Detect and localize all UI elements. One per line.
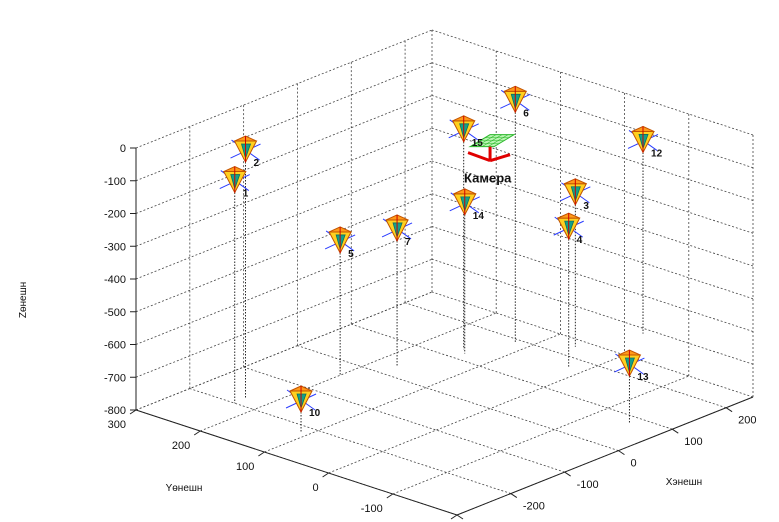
gridline-floor-x <box>404 302 727 409</box>
point-label: 3 <box>583 201 589 212</box>
z-tick-label: -400 <box>104 274 126 286</box>
point-label: 12 <box>651 148 663 159</box>
point-label: 1 <box>243 189 249 200</box>
calibration-marker: 1 <box>219 165 250 200</box>
z-tick-label: -100 <box>104 176 126 188</box>
point-label: 5 <box>348 249 354 260</box>
gridline-wall-xz <box>135 258 433 378</box>
point-label: 10 <box>309 408 321 419</box>
gridline-wall-yz <box>431 258 754 365</box>
x-tick-label: 0 <box>630 458 636 470</box>
gridline-floor-x <box>243 366 565 473</box>
camera: Камера <box>464 134 516 186</box>
point-label: 2 <box>254 158 260 169</box>
z-tick-label: -200 <box>104 209 126 221</box>
camera-plane-grid <box>487 134 509 147</box>
z-tick-label: -500 <box>104 307 126 319</box>
point-label: 6 <box>523 108 529 119</box>
y-tick <box>193 430 201 436</box>
point-label: 15 <box>472 138 484 149</box>
gridline-wall-xz <box>135 291 433 411</box>
point-label: 4 <box>577 235 583 246</box>
camera-axis-y <box>489 153 511 163</box>
x-tick <box>564 471 571 477</box>
z-tick-label: -300 <box>104 241 126 253</box>
x-tick <box>510 493 518 498</box>
x-tick-label: 100 <box>684 436 702 448</box>
gridline-wall-xz <box>135 127 433 247</box>
y-tick-label: -100 <box>361 503 383 515</box>
calibration-marker: 5 <box>324 226 356 260</box>
calibration-marker: 6 <box>500 85 531 119</box>
gridline-floor-y <box>392 375 689 495</box>
y-tick-label: 300 <box>108 419 126 431</box>
calibration-marker: 14 <box>449 188 485 222</box>
gridline-floor-y <box>328 354 625 474</box>
x-axis-line <box>456 396 754 516</box>
y-tick-label: 100 <box>236 461 254 473</box>
y-tick <box>258 451 265 457</box>
x-tick-label: -100 <box>577 479 599 491</box>
gridline-floor-x <box>189 388 511 494</box>
y-tick <box>129 409 137 415</box>
y-tick <box>386 493 394 499</box>
camera-plane-grid <box>481 134 503 147</box>
gridline-wall-xz <box>135 193 433 313</box>
gridline-wall-xz <box>135 226 433 345</box>
gridline-wall-yz <box>431 193 754 300</box>
grid <box>135 29 754 516</box>
gridline-floor-x <box>351 323 673 430</box>
y-tick <box>450 514 458 520</box>
calibration-marker: 13 <box>614 349 649 383</box>
x-tick <box>618 450 625 456</box>
calibration-marker: 4 <box>553 212 584 246</box>
gridline-wall-yz <box>431 160 754 267</box>
point-label: 14 <box>473 211 485 222</box>
camera-label: Камера <box>464 171 512 186</box>
y-axis-label: Yөнешн <box>166 483 203 494</box>
x-tick <box>456 514 464 520</box>
drop-lines <box>234 100 644 433</box>
x-axis-label: Хэнешн <box>666 477 702 488</box>
gridline-wall-yz <box>431 291 754 398</box>
gridline-floor-x <box>297 345 619 452</box>
z-tick-label: -600 <box>104 340 126 352</box>
y-axis-line <box>135 409 458 516</box>
point-label: 7 <box>405 237 411 248</box>
y-tick-label: 0 <box>312 482 318 494</box>
x-tick-label: 200 <box>738 415 756 427</box>
camera-icon: Камера <box>464 134 516 186</box>
camera-axis-x <box>467 151 491 163</box>
calibration-marker: 15 <box>448 115 484 149</box>
x-tick <box>725 407 733 413</box>
gridline-wall-xz <box>135 62 433 182</box>
point-label: 13 <box>637 372 649 383</box>
gridline-floor-y <box>200 312 497 432</box>
gridline-wall-yz <box>431 62 754 169</box>
calibration-marker: 12 <box>627 125 663 159</box>
y-tick-label: 200 <box>172 440 190 452</box>
calibration-marker: 2 <box>230 135 261 169</box>
z-axis-label: Zөнешн <box>18 282 29 318</box>
z-tick-label: 0 <box>120 143 126 155</box>
calibration-marker: 3 <box>560 178 591 212</box>
gridline-floor-y <box>264 333 561 453</box>
gridline-wall-xz <box>135 29 433 149</box>
calibration-marker: 7 <box>381 214 413 248</box>
z-tick-label: -800 <box>104 405 126 417</box>
gridline-wall-yz <box>431 29 754 136</box>
z-tick-label: -700 <box>104 372 126 384</box>
x-tick <box>671 428 679 434</box>
y-tick <box>322 472 329 478</box>
gridline-wall-yz <box>431 95 754 201</box>
gridline-wall-yz <box>431 226 754 332</box>
calibration-marker: 10 <box>285 385 321 419</box>
axes: 0 -100 -200 -300 -400 -500 -600 -700 -800 -200 -10… <box>104 143 756 520</box>
gridline-floor-y <box>135 291 433 411</box>
gridline-wall-xz <box>135 95 433 214</box>
gridline-wall-xz <box>135 160 433 280</box>
x-tick-label: -200 <box>523 501 545 513</box>
